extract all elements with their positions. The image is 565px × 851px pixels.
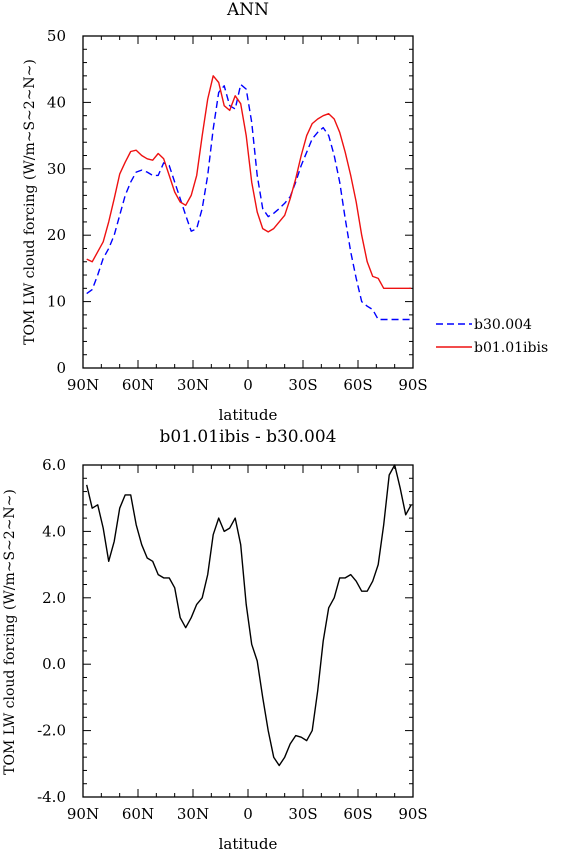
- y-axis-label: TOM LW cloud forcing (W/m~S~2~N~): [22, 59, 38, 345]
- y-tick-label: 50: [47, 27, 66, 45]
- axis-ticks: 90N 60N 30N 0 30S 60S 90S -4.0 -2.0 0.0 2.0 4.0 6.0: [37, 456, 428, 823]
- series-ibis-line: [86, 75, 412, 289]
- series-lines: [86, 75, 412, 321]
- y-tick-label: -4.0: [37, 788, 66, 806]
- x-axis-label: latitude: [219, 835, 278, 851]
- axis-ticks: 90N 60N 30N 0 30S 60S 90S 0 10 20 30 40 50: [47, 27, 428, 394]
- legend: b30.004 b01.01ibis: [436, 317, 548, 356]
- x-tick-label: 30S: [288, 805, 317, 823]
- x-axis-label: latitude: [219, 406, 278, 424]
- y-tick-label: 30: [47, 160, 66, 178]
- legend-label-b30: b30.004: [474, 317, 532, 333]
- x-tick-label: 30N: [177, 805, 209, 823]
- x-tick-label: 60S: [343, 376, 372, 394]
- x-tick-label: 30S: [288, 376, 317, 394]
- y-tick-label: 0: [56, 359, 66, 377]
- chart-title: ANN: [226, 0, 269, 20]
- series-b30-line: [86, 83, 412, 321]
- y-tick-label: 2.0: [42, 589, 66, 607]
- x-tick-label: 90S: [398, 805, 427, 823]
- y-tick-label: 10: [47, 293, 66, 311]
- y-tick-label: 4.0: [42, 522, 66, 540]
- chart-title: b01.01ibis - b30.004: [160, 427, 337, 447]
- y-tick-label: 20: [47, 226, 66, 244]
- x-tick-label: 90N: [67, 376, 99, 394]
- y-tick-label: -2.0: [37, 722, 66, 740]
- y-tick-label: 40: [47, 93, 66, 111]
- x-tick-label: 60N: [122, 805, 154, 823]
- chart-panel-diff: b01.01ibis - b30.004 90N 60N 30N 0 30S 60S 90S…: [2, 427, 428, 851]
- plot-frame: [82, 35, 414, 369]
- legend-label-ibis: b01.01ibis: [474, 340, 548, 356]
- series-diff-line: [86, 464, 412, 767]
- x-tick-label: 30N: [177, 376, 209, 394]
- x-tick-label: 0: [243, 805, 253, 823]
- x-tick-label: 0: [243, 376, 253, 394]
- chart-panel-ann: ANN 90N 60N 30N 0 30S 60S 90S 0 10 20 30 40 50 latit…: [22, 0, 548, 424]
- plot-frame: [82, 464, 414, 798]
- y-axis-label: TOM LW cloud forcing (W/m~S~2~N~): [2, 489, 18, 775]
- x-tick-label: 60S: [343, 805, 372, 823]
- series-lines: [86, 464, 412, 767]
- x-tick-label: 90S: [398, 376, 427, 394]
- x-tick-label: 90N: [67, 805, 99, 823]
- y-tick-label: 6.0: [42, 456, 66, 474]
- x-tick-label: 60N: [122, 376, 154, 394]
- y-tick-label: 0.0: [42, 655, 66, 673]
